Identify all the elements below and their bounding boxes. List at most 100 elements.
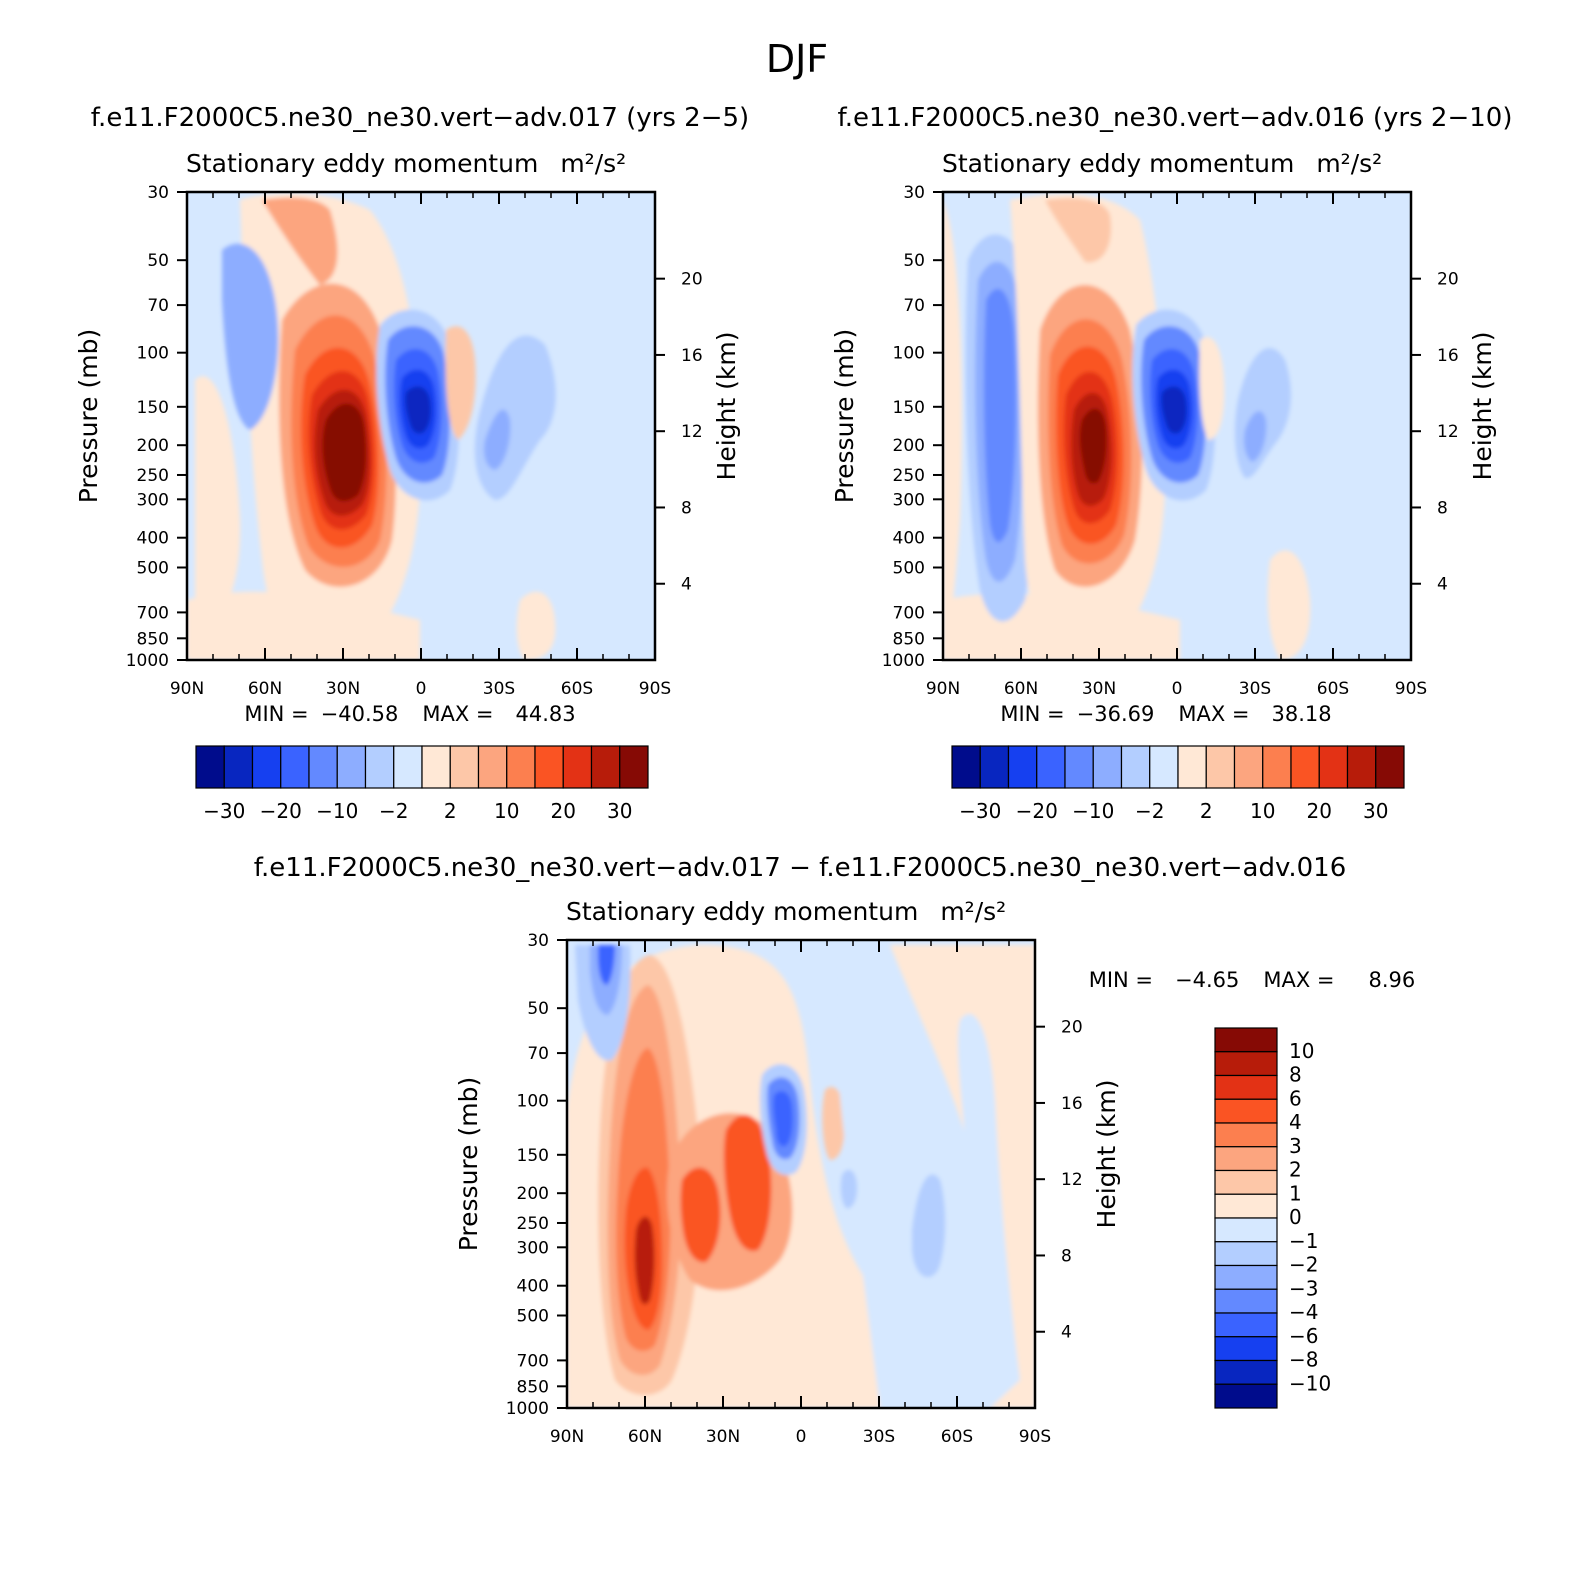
case1-contour-pos-left-strip [195,376,241,616]
colorbar-label: 8 [1289,1063,1302,1087]
case2-contour-pos-sh-low [1267,550,1311,660]
diff-min-value: −4.65 [1175,968,1239,992]
case2-ytick-label: 30 [903,183,925,203]
case1-xtick-label: 30N [326,679,360,699]
diff-xtick-label: 0 [796,1427,807,1447]
colorbar-label: −30 [203,799,245,823]
case2-contour-neg-5 [1161,386,1187,434]
case1-y2tick-label: 12 [681,422,703,442]
case2-ytick-label: 1000 [882,651,925,671]
case2-ytick-label: 50 [903,251,925,271]
case1-subtitle: Stationary eddy momentum m²/s² [186,149,626,178]
case2-axes: 90N 60N 30N 0 30S 60S 90S 30 50 70 100 150 200 250 300… [830,183,1497,699]
case1-ytick-label: 100 [137,344,169,364]
case1-ytick-label: 500 [137,558,169,578]
case1-min-value: −40.58 [321,702,399,726]
colorbar-label: −10 [1072,799,1114,823]
diff-contour-pos-30n-2 [680,1167,721,1263]
diff-xtick-label: 90N [550,1427,584,1447]
colorbar-label: −4 [1289,1300,1318,1324]
case1-contour-pos-8 [322,403,366,502]
colorbar-box [1375,745,1405,789]
case2-y2tick-label: 8 [1437,498,1448,518]
diff-ytick-label: 850 [517,1377,549,1397]
colorbar-box [1214,1383,1278,1409]
case1-max-value: 44.83 [516,702,576,726]
colorbar-label: −2 [1135,799,1164,823]
diff-y2tick-label: 12 [1061,1170,1083,1190]
diff-contour-pos-30n-3 [723,1114,772,1251]
case2-xtick-label: 60N [1004,679,1038,699]
case1-colorbar: −30 −20 −10 −2 2 10 20 30 [195,745,649,823]
colorbar-label: −10 [316,799,358,823]
case2-ytick-label: 500 [893,558,925,578]
colorbar-box [951,745,981,789]
case1-ytick-label: 850 [137,629,169,649]
panel-diff: f.e11.F2000C5.ne30_ne30.vert−adv.017 − f… [254,853,1346,1447]
case2-y2tick-label: 4 [1437,575,1448,595]
diff-contour-neg-nh-3 [598,945,615,985]
case1-y2tick-label: 4 [681,575,692,595]
diff-contour-pos-6 [634,1216,655,1305]
case2-contour-neg-nh-3 [983,288,1016,543]
case1-contour-neg-sh-core [484,409,511,470]
panel-case1: f.e11.F2000C5.ne30_ne30.vert−adv.017 (yr… [74,103,749,699]
colorbar-box [534,745,564,789]
colorbar-box [619,745,649,789]
diff-units: m²/s² [940,897,1006,926]
colorbar-box [1205,745,1236,789]
diff-subtitle: Stationary eddy momentum m²/s² [566,897,1006,926]
case1-xtick-label: 0 [416,679,427,699]
diff-xtick-label: 90S [1019,1427,1051,1447]
case2-ytick-label: 100 [893,344,925,364]
colorbar-label: −2 [1289,1253,1318,1277]
case2-field [943,192,1411,660]
colorbar-label: 20 [551,799,576,823]
colorbar-box [1007,745,1038,789]
case1-xtick-label: 90N [170,679,204,699]
case2-contour-pos-sh [1199,336,1225,440]
colorbar-box [1064,745,1094,789]
colorbar-label: 6 [1289,1086,1302,1110]
colorbar-box [1214,1336,1278,1362]
case1-stats: MIN = −40.58 MAX = 44.83 [244,702,575,726]
case1-y2tick-label: 8 [681,498,692,518]
colorbar-box [1120,745,1151,789]
colorbar-box [1346,745,1377,789]
case1-ytick-label: 150 [137,398,169,418]
diff-xtick-label: 30N [706,1427,740,1447]
diff-axes: 90N 60N 30N 0 30S 60S 90S 30 50 70 100 150 200 250 300… [454,931,1121,1447]
diff-contour-neg-sh2 [840,1169,858,1209]
case2-colorbar: −30 −20 −10 −2 2 10 20 30 [951,745,1405,823]
colorbar-box [1214,1098,1278,1124]
colorbar-box [590,745,621,789]
diff-contour-pos-mid [822,1086,845,1160]
colorbar-box [562,745,593,789]
colorbar-label: −2 [379,799,408,823]
case2-min-value: −36.69 [1077,702,1155,726]
case1-y2label: Height (km) [712,332,741,481]
colorbar-label: −10 [1289,1371,1331,1395]
case1-max-label: MAX = [422,702,493,726]
diff-xtick-label: 60N [628,1427,662,1447]
colorbar-label: −20 [260,799,302,823]
case2-ytick-label: 150 [893,398,925,418]
colorbar-label: 4 [1289,1110,1302,1134]
colorbar-box [1092,745,1123,789]
figure-title: DJF [766,37,828,81]
case2-min-label: MIN = [1000,702,1064,726]
case2-y2tick-label: 16 [1437,346,1459,366]
diff-y2tick-label: 20 [1061,1018,1083,1038]
case2-xtick-label: 90N [926,679,960,699]
colorbar-box [449,745,480,789]
colorbar-box [195,745,225,789]
diff-field [567,940,1035,1408]
colorbar-box [1214,1359,1278,1385]
colorbar-box [1214,1217,1278,1243]
colorbar-box [1233,745,1264,789]
case2-contour-pos-2 [1045,198,1111,263]
case2-y2label: Height (km) [1468,332,1497,481]
colorbar-box [1214,1288,1278,1314]
